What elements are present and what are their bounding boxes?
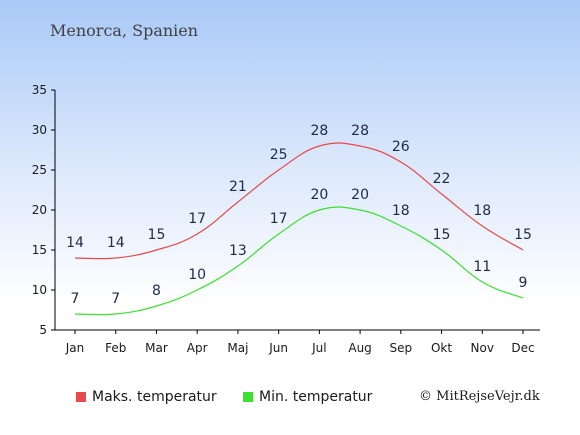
legend-swatch-max [76, 392, 86, 402]
series-line-min [74, 206, 524, 316]
data-label-min: 7 [71, 291, 80, 307]
data-label-max: 18 [473, 203, 491, 219]
data-label-max: 14 [107, 235, 125, 251]
data-label-max: 26 [392, 139, 410, 155]
data-label-max: 25 [270, 147, 288, 163]
data-label-min: 7 [111, 291, 120, 307]
y-tick-label: 25 [32, 163, 47, 177]
x-tick-label: Okt [431, 341, 452, 355]
data-label-min: 13 [229, 243, 247, 259]
data-label-min: 15 [433, 227, 451, 243]
x-tick-label: Jan [65, 341, 85, 355]
data-label-max: 22 [433, 171, 451, 187]
legend-swatch-min [243, 392, 253, 402]
data-label-max: 21 [229, 179, 247, 195]
x-tick-label: Jul [311, 341, 326, 355]
data-label-min: 8 [152, 283, 161, 299]
x-tick-label: Apr [187, 341, 208, 355]
data-label-min: 20 [351, 187, 369, 203]
data-label-min: 9 [519, 275, 528, 291]
y-tick-label: 30 [32, 123, 47, 137]
data-label-min: 11 [473, 259, 491, 275]
y-tick-label: 15 [32, 243, 47, 257]
copyright-text: © MitRejseVejr.dk [419, 389, 540, 404]
y-tick-label: 5 [39, 323, 47, 337]
data-label-max: 14 [66, 235, 84, 251]
x-tick-label: Jun [268, 341, 288, 355]
legend-item-max: Maks. temperatur [76, 389, 217, 405]
y-tick-label: 20 [32, 203, 47, 217]
data-label-max: 28 [310, 123, 328, 139]
data-label-max: 17 [188, 211, 206, 227]
data-label-min: 18 [392, 203, 410, 219]
x-tick-label: Dec [511, 341, 534, 355]
x-tick-label: Nov [471, 341, 494, 355]
series-line-max [74, 142, 524, 260]
data-label-max: 15 [514, 227, 532, 243]
x-tick-label: Sep [390, 341, 413, 355]
y-tick-label: 10 [32, 283, 47, 297]
x-tick-label: Aug [348, 341, 371, 355]
data-label-min: 10 [188, 267, 206, 283]
data-label-min: 17 [270, 211, 288, 227]
data-label-max: 15 [148, 227, 166, 243]
x-tick-label: Mar [145, 341, 168, 355]
x-tick-label: Maj [227, 341, 248, 355]
data-label-min: 20 [310, 187, 328, 203]
chart-location-title: Menorca, Spanien [50, 21, 199, 40]
x-tick-label: Feb [105, 341, 126, 355]
y-tick-label: 35 [32, 83, 47, 97]
legend-item-min: Min. temperatur [243, 389, 372, 405]
legend-label-max: Maks. temperatur [92, 389, 217, 405]
legend-label-min: Min. temperatur [259, 389, 373, 405]
data-label-max: 28 [351, 123, 369, 139]
